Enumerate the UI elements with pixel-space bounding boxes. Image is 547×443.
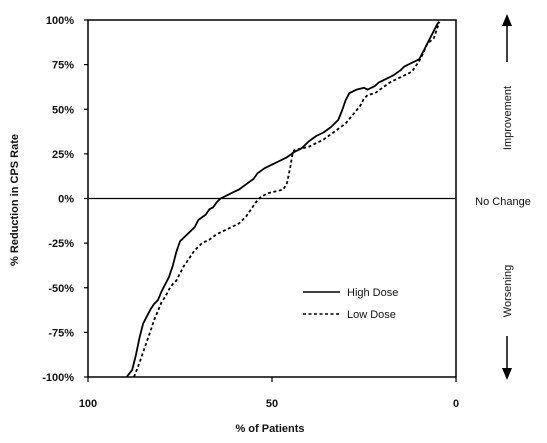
y-tick-label: 25% [52, 149, 74, 161]
x-tick-label: 0 [453, 398, 459, 410]
y-tick-label: -50% [48, 283, 74, 295]
y-tick-label: 0% [58, 194, 74, 206]
x-axis-title: % of Patients [235, 423, 304, 435]
legend: High Dose Low Dose [303, 287, 398, 321]
improvement-arrow [502, 14, 512, 62]
x-axis-ticks: 100 50 0 [79, 377, 459, 410]
y-tick-label: 100% [46, 15, 74, 27]
y-tick-label: -25% [48, 238, 74, 250]
y-axis-ticks: 100% 75% 50% 25% 0% -25% -50% -75% -100% [42, 15, 88, 384]
series-layer [125, 21, 441, 378]
y-tick-label: -100% [42, 372, 74, 384]
y-tick-label: 75% [52, 60, 74, 72]
y-tick-label: -75% [48, 327, 74, 339]
legend-label-high-dose: High Dose [347, 287, 398, 299]
x-tick-label: 50 [266, 398, 278, 410]
legend-label-low-dose: Low Dose [347, 309, 396, 321]
series-line-low-dose [133, 21, 441, 378]
y-axis-title: % Reduction in CPS Rate [9, 134, 21, 266]
x-tick-label: 100 [79, 398, 97, 410]
worsening-arrow [502, 336, 512, 380]
no-change-label: No Change [475, 196, 531, 208]
y-tick-label: 50% [52, 104, 74, 116]
series-line-high-dose [125, 21, 441, 378]
worsening-label: Worsening [502, 265, 514, 317]
improvement-label: Improvement [502, 86, 514, 150]
